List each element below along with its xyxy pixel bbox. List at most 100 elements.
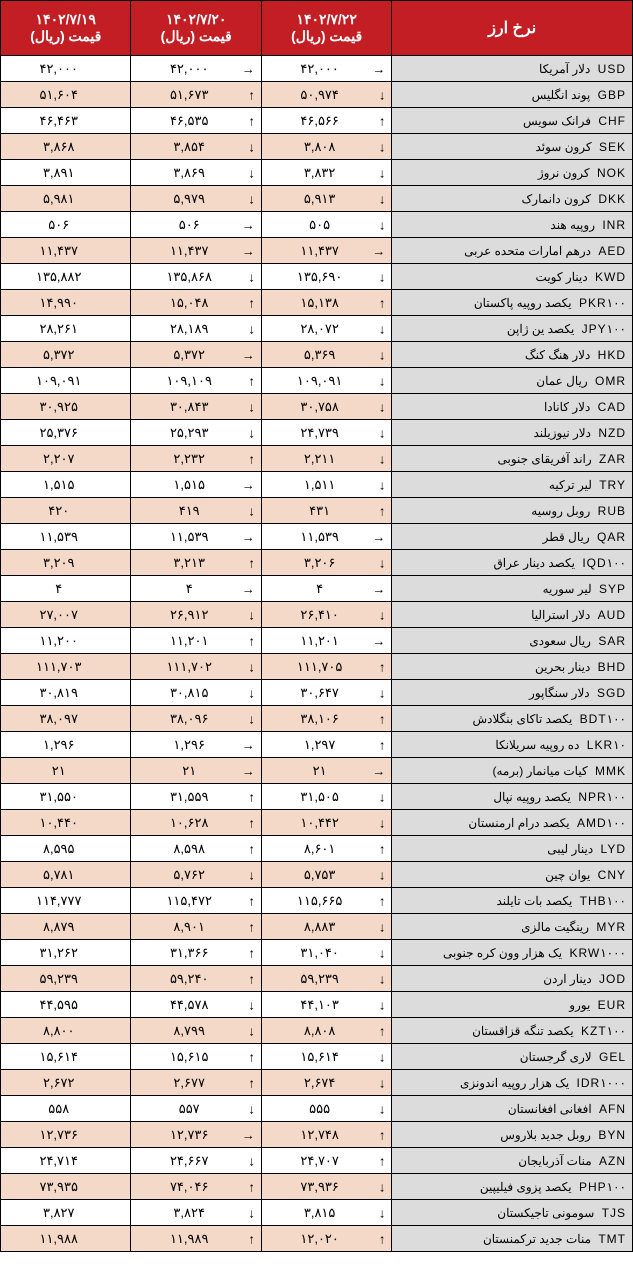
price-cell: ۲۷,۰۰۷ [1, 602, 131, 628]
price-cell: ↓۳,۸۲۴ [131, 1200, 261, 1226]
price-cell: ↓۲۴,۷۳۹ [261, 420, 391, 446]
price-cell: ۱۴,۹۹۰ [1, 290, 131, 316]
price-cell: → ۲۱ [131, 758, 261, 784]
price-cell: ↑۴۳۱ [261, 498, 391, 524]
trend-arrow-icon: → [242, 763, 255, 778]
price-value: ۱,۲۹۶ [169, 737, 223, 753]
price-value: ۲۴,۷۱۴ [35, 1153, 96, 1169]
price-value: ۱۱,۲۰۱ [296, 633, 357, 649]
currency-name: کیات میانمار (برمه) [492, 764, 591, 778]
price-cell: ۴۲,۰۰۰ [1, 56, 131, 82]
price-value: ۱۱۱,۷۰۳ [32, 659, 100, 675]
price-cell: ↑۳۸,۱۰۶ [261, 706, 391, 732]
price-value: ۵۱,۶۷۳ [166, 87, 227, 103]
header-main: نرخ ارز [392, 1, 633, 56]
currency-code: IQD۱۰۰ [582, 556, 626, 570]
currency-name: یکصد درام ارمنستان [468, 816, 573, 830]
price-value: ۱,۵۱۱ [300, 477, 354, 493]
trend-arrow-icon: ↑ [379, 1153, 386, 1168]
price-value: ۸,۷۹۹ [169, 1023, 223, 1039]
price-value: ۳۰,۸۴۳ [166, 399, 227, 415]
price-cell: ↓۱۰۹,۰۹۱ [261, 368, 391, 394]
price-value: ۷۳,۹۳۵ [35, 1179, 96, 1195]
price-value: ۱,۲۹۶ [39, 737, 93, 753]
price-value: ۷۳,۹۳۶ [296, 1179, 357, 1195]
table-row: MMK کیات میانمار (برمه)→۲۱→۲۱۲۱ [1, 758, 633, 784]
currency-code: PKR۱۰۰ [579, 296, 626, 310]
currency-name-cell: SYP لیر سوریه [392, 576, 633, 602]
currency-code: EUR [598, 998, 626, 1012]
price-cell: ۴ [1, 576, 131, 602]
currency-name-cell: LKR۱۰ ده روپیه سریلانکا [392, 732, 633, 758]
price-cell: ۲۱ [1, 758, 131, 784]
table-row: BYN روبل جدید بلاروس↑۱۲,۷۴۸→۱۲,۷۳۶۱۲,۷۳۶ [1, 1122, 633, 1148]
price-cell: →۱۱,۴۳۷ [131, 238, 261, 264]
currency-name: یک هزار وون کره جنوبی [443, 946, 565, 960]
price-value: ۴ [312, 581, 341, 597]
price-cell: ۲۵,۳۷۶ [1, 420, 131, 446]
currency-name-cell: AZN منات آذربایجان [392, 1148, 633, 1174]
currency-code: BYN [598, 1128, 626, 1142]
price-value: ۳۱,۵۰۵ [296, 789, 357, 805]
price-cell: ۷۳,۹۳۵ [1, 1174, 131, 1200]
price-value: ۳۸,۰۹۷ [35, 711, 96, 727]
price-value: ۱۱,۹۸۹ [166, 1231, 227, 1247]
trend-arrow-icon: ↑ [248, 893, 255, 908]
price-cell: ↓۸,۸۸۳ [261, 914, 391, 940]
price-value: ۲۴,۶۶۷ [166, 1153, 227, 1169]
trend-arrow-icon: ↑ [248, 789, 255, 804]
trend-arrow-icon: ↓ [379, 919, 386, 934]
currency-code: MMK [595, 764, 626, 778]
price-value: ۵۵۸ [44, 1101, 87, 1117]
table-row: LKR۱۰ ده روپیه سریلانکا↑۱,۲۹۷→۱,۲۹۶۱,۲۹۶ [1, 732, 633, 758]
table-row: JOD دینار اردن↓۵۹,۲۳۹↑۵۹,۲۴۰۵۹,۲۳۹ [1, 966, 633, 992]
price-value: ۷۴,۰۴۶ [166, 1179, 227, 1195]
price-value: ۳۱,۰۴۰ [296, 945, 357, 961]
table-row: PKR۱۰۰ یکصد روپیه پاکستان↑۱۵,۱۳۸↑۱۵,۰۴۸۱… [1, 290, 633, 316]
table-row: TMT منات جدید ترکمنستان↑۱۲,۰۲۰↑۱۱,۹۸۹۱۱,… [1, 1226, 633, 1252]
price-cell: ↓۴۴,۵۷۸ [131, 992, 261, 1018]
price-cell: ↑۱۱۵,۴۷۲ [131, 888, 261, 914]
currency-name-cell: QAR ریال قطر [392, 524, 633, 550]
trend-arrow-icon: ↓ [379, 165, 386, 180]
trend-arrow-icon: ↑ [248, 841, 255, 856]
currency-name-cell: TJS سومونی تاجیکستان [392, 1200, 633, 1226]
price-cell: ↑۷۴,۰۴۶ [131, 1174, 261, 1200]
price-value: ۲۱ [178, 763, 214, 779]
price-cell: ۱۱,۹۸۸ [1, 1226, 131, 1252]
trend-arrow-icon: ↓ [248, 1205, 255, 1220]
trend-arrow-icon: ↓ [379, 139, 386, 154]
price-cell: ↓۱۰,۴۴۲ [261, 810, 391, 836]
currency-name-cell: NOK کرون نروژ [392, 160, 633, 186]
table-row: TRY لیر ترکیه↓۱,۵۱۱→۱,۵۱۵۱,۵۱۵ [1, 472, 633, 498]
currency-name-cell: AUD دلار استرالیا [392, 602, 633, 628]
price-value: ۲۱ [309, 763, 345, 779]
price-cell: ↓۵,۳۶۹ [261, 342, 391, 368]
trend-arrow-icon: ↓ [379, 815, 386, 830]
currency-name: ده روپیه سریلانکا [495, 738, 582, 752]
price-value: ۸,۶۰۱ [300, 841, 354, 857]
trend-arrow-icon: ↓ [379, 373, 386, 388]
currency-code: JPY۱۰۰ [582, 322, 626, 336]
trend-arrow-icon: ↑ [248, 451, 255, 466]
price-cell: ↑۱۵,۱۳۸ [261, 290, 391, 316]
trend-arrow-icon: ↓ [379, 425, 386, 440]
price-cell: ↑۱۵,۶۱۵ [131, 1044, 261, 1070]
currency-name-cell: TRY لیر ترکیه [392, 472, 633, 498]
trend-arrow-icon: → [242, 347, 255, 362]
currency-code: GBP [598, 88, 626, 102]
trend-arrow-icon: ↑ [248, 971, 255, 986]
currency-code: CAD [598, 400, 626, 414]
currency-name-cell: CAD دلار کانادا [392, 394, 633, 420]
price-value: ۴۲,۰۰۰ [35, 61, 96, 77]
trend-arrow-icon: → [242, 61, 255, 76]
price-value: ۵۰۶ [44, 217, 87, 233]
price-value: ۲۸,۰۷۲ [296, 321, 357, 337]
trend-arrow-icon: ↑ [379, 295, 386, 310]
currency-code: RUB [598, 504, 626, 518]
trend-arrow-icon: ↑ [248, 919, 255, 934]
currency-code: BDT۱۰۰ [580, 712, 626, 726]
price-cell: ↓۴۱۹ [131, 498, 261, 524]
price-cell: ۳,۸۹۱ [1, 160, 131, 186]
price-cell: ↓۱۳۵,۸۶۸ [131, 264, 261, 290]
